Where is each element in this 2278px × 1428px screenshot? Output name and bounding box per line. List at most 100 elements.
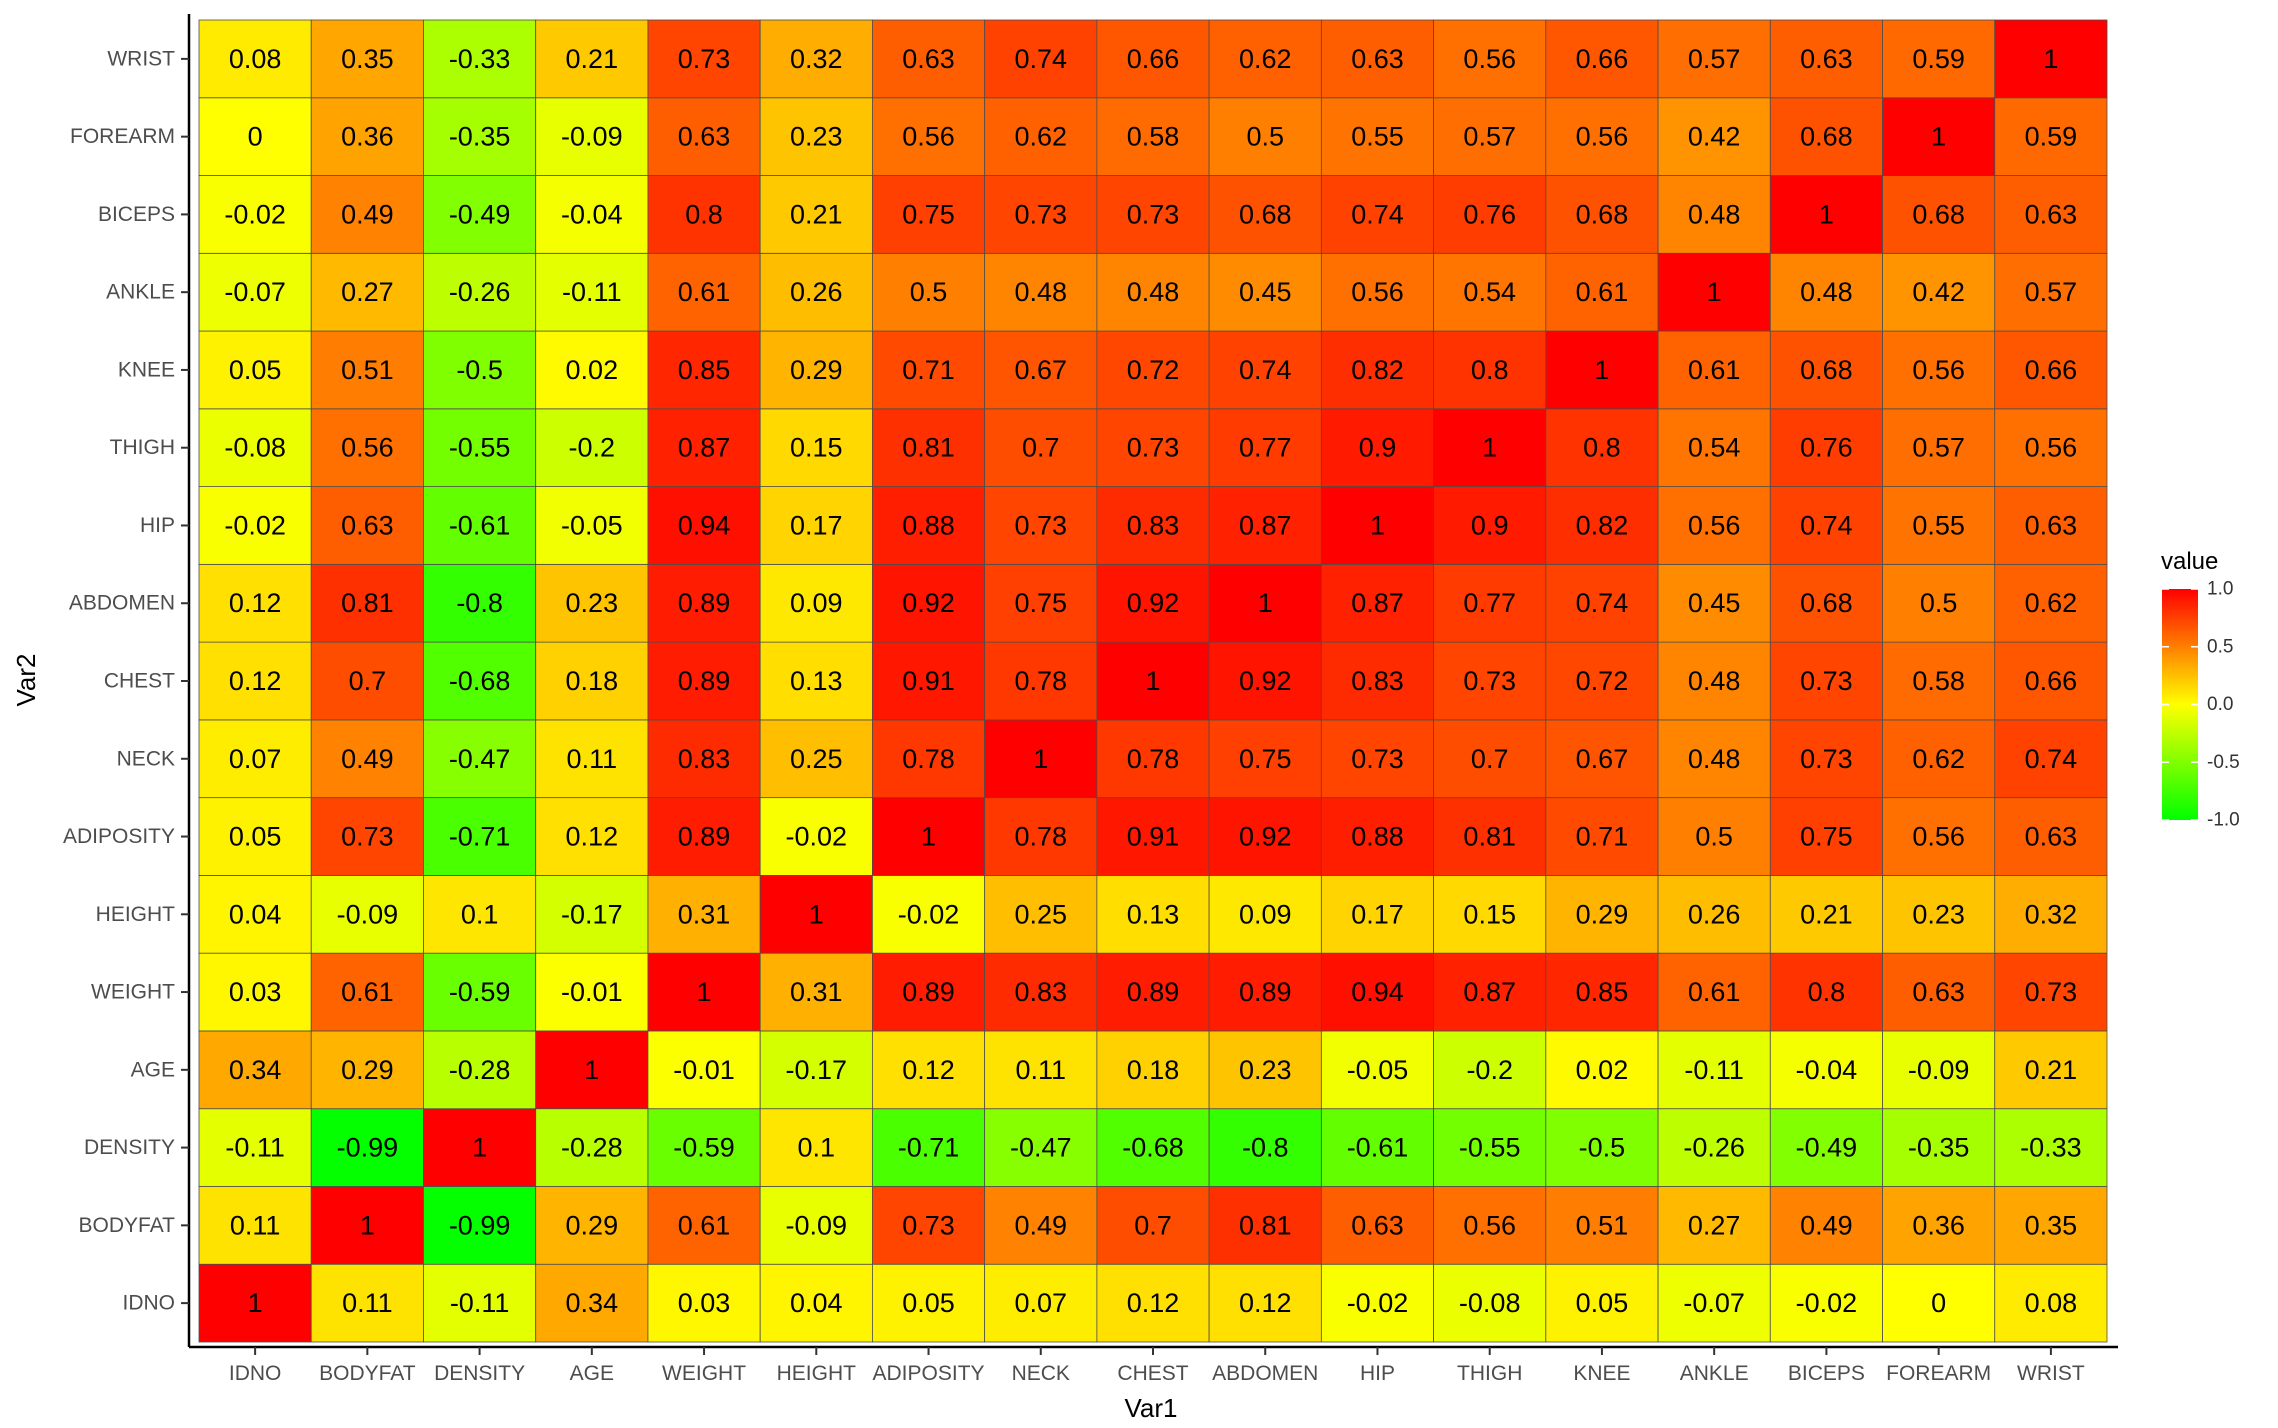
x-tick-label-height: HEIGHT (777, 1362, 857, 1385)
heatmap-cell-hip-chest (1320, 641, 1434, 721)
cell-value-label: -0.47 (449, 744, 511, 774)
heatmap-cell-bodyfat-neck (310, 719, 424, 799)
cell-value-label: 0.54 (1688, 433, 1741, 463)
cell-value-label: 0.8 (1583, 433, 1621, 463)
heatmap-cell-bodyfat-forearm (310, 97, 424, 176)
heatmap-cell-neck-bodyfat (984, 1186, 1098, 1265)
cell-value-label: 0.77 (1239, 433, 1292, 463)
cell-value-label: 0.04 (790, 1288, 843, 1318)
heatmap-cell-chest-forearm (1096, 97, 1210, 176)
cell-value-label: 0.73 (1127, 433, 1180, 463)
legend-tick-label: 0.5 (2207, 636, 2233, 657)
heatmap-cell-age-height (535, 875, 649, 954)
cell-value-label: 0.03 (678, 1288, 731, 1318)
cell-value-label: -0.02 (224, 199, 286, 229)
y-tick-label-abdomen: ABDOMEN (69, 592, 175, 615)
cell-value-label: 0.57 (1688, 44, 1741, 74)
cell-value-label: 0.67 (1576, 744, 1629, 774)
cell-value-label: 1 (2043, 44, 2058, 74)
cell-value-label: 0.78 (1014, 822, 1067, 852)
cell-value-label: 0.56 (1463, 44, 1516, 74)
cell-value-label: 0.91 (1127, 822, 1180, 852)
heatmap-cell-age-adiposity (535, 797, 649, 876)
heatmap-cell-wrist-forearm (1994, 97, 2108, 176)
heatmap-cell-abdomen-wrist (1208, 19, 1322, 99)
cell-value-label: 0.48 (1688, 666, 1741, 696)
cell-value-label: 0.25 (1014, 899, 1067, 929)
cell-value-label: 0.23 (566, 588, 619, 618)
y-tick-label-age: AGE (131, 1058, 175, 1081)
cell-value-label: 0.63 (1800, 44, 1853, 74)
heatmap-cell-bodyfat-chest (310, 641, 424, 721)
heatmap-cell-wrist-adiposity (1994, 797, 2108, 876)
heatmap-cell-height-weight (759, 952, 873, 1032)
heatmap-cell-chest-abdomen (1096, 563, 1210, 643)
heatmap-cell-bodyfat-knee (310, 330, 424, 410)
cell-value-label: 0.68 (1576, 199, 1629, 229)
heatmap-cell-density-height (423, 875, 537, 954)
cell-value-label: 0.57 (2025, 277, 2078, 307)
heatmap-cell-thigh-bodyfat (1433, 1186, 1547, 1265)
heatmap-cell-thigh-forearm (1433, 97, 1547, 176)
heatmap-cell-forearm-neck (1882, 719, 1996, 799)
cell-value-label: 0.7 (349, 666, 387, 696)
x-axis-ticks: IDNO BODYFAT DENSITY AGE WEIGHT HEIGHT ADIPOSI… (229, 1347, 2085, 1385)
cell-value-label: -0.47 (1010, 1133, 1072, 1163)
cell-value-label: 0.88 (1351, 822, 1404, 852)
heatmap-cell-forearm-chest (1882, 641, 1996, 721)
cell-value-label: 0.02 (1576, 1055, 1629, 1085)
cell-value-label: 0.07 (1014, 1288, 1067, 1318)
legend-tick-label: -1.0 (2207, 810, 2240, 831)
cell-value-label: 0.66 (2025, 666, 2078, 696)
legend-tick-label: 1.0 (2207, 579, 2233, 600)
cell-value-label: 1 (809, 899, 824, 929)
y-axis-ticks: IDNO BODYFAT DENSITY AGE WEIGHT HEIGHT ADIPOSI… (63, 47, 189, 1315)
cell-value-label: 0.08 (2025, 1288, 2078, 1318)
cell-value-label: 0.29 (1576, 899, 1629, 929)
heatmap-cell-abdomen-forearm (1208, 97, 1322, 176)
cell-value-label: 0.11 (342, 1288, 393, 1318)
cell-value-label: 0.03 (229, 977, 282, 1007)
heatmap-cell-biceps-neck (1769, 719, 1883, 799)
heatmap-cell-density-chest (423, 641, 537, 721)
cell-value-label: 0.83 (678, 744, 731, 774)
heatmap-cell-age-density (535, 1108, 649, 1187)
heatmap-cell-knee-forearm (1545, 97, 1659, 176)
cell-value-label: 0.83 (1014, 977, 1067, 1007)
cell-value-label: 1 (1482, 433, 1497, 463)
cell-value-label: 0.66 (1127, 44, 1180, 74)
heatmap-cell-forearm-density (1882, 1108, 1996, 1187)
heatmap-cell-abdomen-height (1208, 875, 1322, 954)
cell-value-label: 0.57 (1463, 122, 1516, 152)
heatmap-cell-forearm-wrist (1882, 19, 1996, 99)
heatmap-cell-hip-hip (1320, 486, 1434, 565)
heatmap-cell-hip-weight (1320, 952, 1434, 1032)
cell-value-label: 1 (1707, 277, 1722, 307)
heatmap-cell-wrist-thigh (1994, 408, 2108, 487)
heatmap-cell-forearm-biceps (1882, 175, 1996, 254)
heatmap-cell-knee-wrist (1545, 19, 1659, 99)
heatmap-cell-adiposity-biceps (872, 175, 986, 254)
heatmap-cell-bodyfat-thigh (310, 408, 424, 487)
heatmap-cell-adiposity-adiposity (872, 797, 986, 876)
cell-value-label: 0.12 (1239, 1288, 1292, 1318)
y-tick-label-wrist: WRIST (107, 47, 175, 70)
cell-value-label: 0.55 (1351, 122, 1404, 152)
heatmap-cell-weight-idno (647, 1263, 761, 1343)
cell-value-label: 0.15 (1463, 899, 1516, 929)
cell-value-label: 0.91 (902, 666, 955, 696)
heatmap-cell-bodyfat-adiposity (310, 797, 424, 876)
heatmap-cell-chest-neck (1096, 719, 1210, 799)
cell-value-label: 0.78 (1127, 744, 1180, 774)
cell-value-label: -0.59 (673, 1133, 735, 1163)
cell-value-label: 0.66 (2025, 355, 2078, 385)
cell-value-label: 0.7 (1022, 433, 1060, 463)
x-tick-label-forearm: FOREARM (1886, 1362, 1991, 1385)
cell-value-label: 0.09 (1239, 899, 1292, 929)
cell-value-label: 0.55 (1912, 510, 1965, 540)
cell-value-label: 0.35 (341, 44, 394, 74)
cell-value-label: -0.35 (1908, 1133, 1970, 1163)
heatmap-cell-biceps-chest (1769, 641, 1883, 721)
y-tick-label-forearm: FOREARM (70, 125, 175, 148)
cell-value-label: -0.49 (449, 199, 511, 229)
